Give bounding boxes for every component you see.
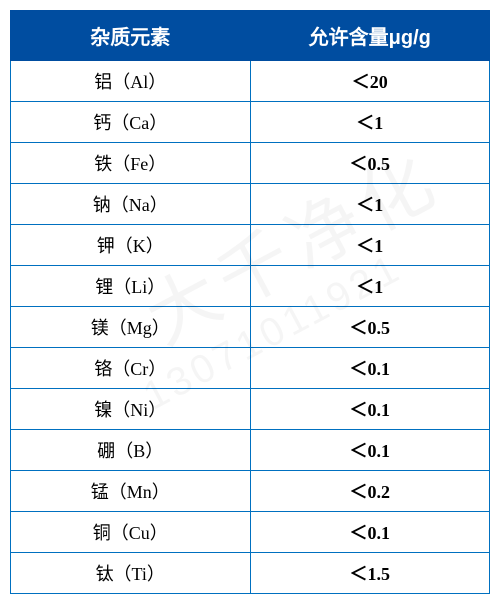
cell-element: 钾（K）	[11, 225, 251, 266]
cell-element: 钙（Ca）	[11, 102, 251, 143]
table-row: 钾（K）＜1	[11, 225, 490, 266]
cell-element: 铝（Al）	[11, 61, 251, 102]
table-row: 铬（Cr）＜0.1	[11, 348, 490, 389]
cell-limit: ＜1.5	[250, 553, 490, 594]
cell-limit: ＜1	[250, 184, 490, 225]
cell-limit: ＜0.1	[250, 389, 490, 430]
table-row: 钛（Ti）＜1.5	[11, 553, 490, 594]
table-header-row: 杂质元素 允许含量μg/g	[11, 11, 490, 61]
cell-limit: ＜20	[250, 61, 490, 102]
col-header-element: 杂质元素	[11, 11, 251, 61]
table-row: 镁（Mg）＜0.5	[11, 307, 490, 348]
table-row: 钙（Ca）＜1	[11, 102, 490, 143]
cell-element: 锂（Li）	[11, 266, 251, 307]
table-row: 铁（Fe）＜0.5	[11, 143, 490, 184]
cell-element: 镁（Mg）	[11, 307, 251, 348]
impurity-table-container: 大千净化 13071011921 杂质元素 允许含量μg/g 铝（Al）＜20 …	[10, 10, 490, 594]
cell-limit: ＜0.5	[250, 307, 490, 348]
cell-element: 钛（Ti）	[11, 553, 251, 594]
table-row: 锂（Li）＜1	[11, 266, 490, 307]
cell-limit: ＜1	[250, 102, 490, 143]
cell-limit: ＜1	[250, 266, 490, 307]
cell-element: 铜（Cu）	[11, 512, 251, 553]
table-row: 钠（Na）＜1	[11, 184, 490, 225]
cell-element: 硼（B）	[11, 430, 251, 471]
impurity-table: 杂质元素 允许含量μg/g 铝（Al）＜20 钙（Ca）＜1 铁（Fe）＜0.5…	[10, 10, 490, 594]
cell-element: 镍（Ni）	[11, 389, 251, 430]
cell-limit: ＜0.1	[250, 512, 490, 553]
cell-element: 铬（Cr）	[11, 348, 251, 389]
cell-limit: ＜1	[250, 225, 490, 266]
col-header-limit: 允许含量μg/g	[250, 11, 490, 61]
cell-limit: ＜0.1	[250, 430, 490, 471]
table-row: 锰（Mn）＜0.2	[11, 471, 490, 512]
cell-limit: ＜0.1	[250, 348, 490, 389]
table-row: 铜（Cu）＜0.1	[11, 512, 490, 553]
cell-limit: ＜0.2	[250, 471, 490, 512]
table-row: 镍（Ni）＜0.1	[11, 389, 490, 430]
cell-element: 锰（Mn）	[11, 471, 251, 512]
table-row: 硼（B）＜0.1	[11, 430, 490, 471]
cell-element: 钠（Na）	[11, 184, 251, 225]
cell-element: 铁（Fe）	[11, 143, 251, 184]
table-row: 铝（Al）＜20	[11, 61, 490, 102]
cell-limit: ＜0.5	[250, 143, 490, 184]
